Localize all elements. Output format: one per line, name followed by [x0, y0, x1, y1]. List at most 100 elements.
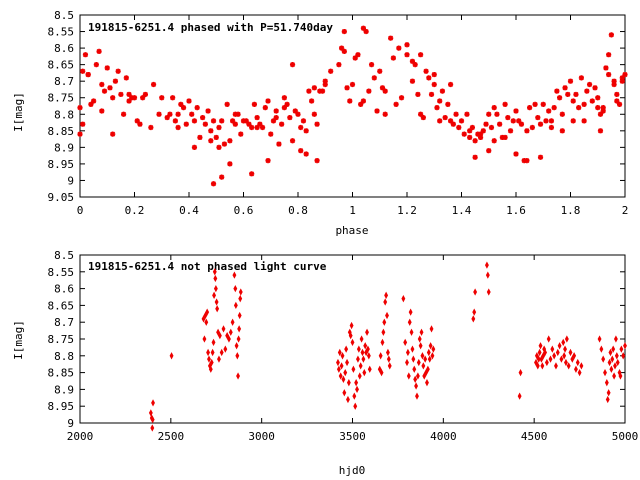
- top-data-point: [126, 91, 132, 98]
- bottom-data-point: [366, 345, 370, 353]
- top-data-point: [622, 71, 628, 78]
- bottom-data-point: [382, 318, 387, 326]
- top-data-point: [518, 121, 525, 127]
- top-data-point: [437, 118, 443, 124]
- bottom-data-point: [614, 352, 619, 360]
- bottom-data-point: [362, 368, 367, 377]
- top-data-point: [339, 45, 345, 51]
- top-data-point: [208, 138, 214, 144]
- bottom-data-point: [471, 315, 476, 323]
- bottom-data-point: [599, 345, 604, 353]
- top-data-point: [469, 124, 475, 131]
- bottom-data-point: [420, 352, 425, 360]
- bottom-data-point: [421, 362, 426, 370]
- top-data-point: [600, 105, 606, 111]
- top-data-point: [221, 141, 228, 147]
- top-data-point: [298, 124, 304, 131]
- top-data-point: [249, 124, 255, 131]
- top-data-point: [360, 25, 366, 31]
- bottom-data-point: [564, 335, 569, 343]
- bottom-data-point: [561, 338, 566, 346]
- bottom-data-point: [554, 362, 558, 370]
- top-data-point: [461, 131, 467, 137]
- bottom-data-point: [352, 392, 357, 400]
- top-data-point: [175, 124, 181, 131]
- top-data-point: [112, 78, 119, 84]
- bottom-data-point: [378, 352, 383, 360]
- top-data-point: [611, 78, 617, 84]
- top-data-point: [80, 121, 86, 127]
- bottom-data-point: [348, 332, 353, 340]
- top-data-point: [230, 118, 236, 124]
- top-data-point: [347, 98, 353, 104]
- top-data-point: [178, 101, 184, 107]
- top-data-point: [134, 118, 140, 124]
- top-data-point: [77, 105, 83, 111]
- bottom-x-tick-label: 5000: [612, 430, 639, 443]
- bottom-data-point: [386, 355, 391, 363]
- bottom-data-point: [340, 352, 345, 360]
- bottom-y-tick-label: 8.7: [54, 316, 74, 329]
- top-data-point: [80, 68, 86, 74]
- bottom-data-point: [418, 342, 423, 350]
- top-y-tick-label: 9: [67, 174, 74, 187]
- top-data-point: [388, 35, 394, 41]
- bottom-data-point: [217, 332, 222, 340]
- top-data-point: [77, 131, 83, 137]
- top-data-point: [265, 98, 271, 104]
- top-data-point: [216, 124, 222, 131]
- top-data-point: [227, 138, 233, 144]
- top-data-point: [448, 118, 454, 124]
- top-data-point: [529, 124, 535, 131]
- bottom-data-point: [605, 395, 610, 404]
- top-data-point: [164, 114, 170, 121]
- bottom-data-point: [541, 352, 546, 360]
- top-data-point: [322, 78, 328, 84]
- bottom-data-point: [423, 355, 428, 363]
- top-data-point: [516, 118, 522, 124]
- top-data-point: [581, 118, 587, 124]
- bottom-data-point: [236, 335, 241, 343]
- top-data-point: [311, 85, 317, 91]
- top-data-point: [551, 105, 557, 111]
- bottom-data-point: [212, 291, 217, 299]
- top-data-point: [314, 121, 320, 127]
- top-y-tick-label: 8.8: [54, 108, 74, 121]
- bottom-data-point: [472, 308, 477, 316]
- bottom-x-tick-label: 4500: [521, 430, 548, 443]
- bottom-data-point: [219, 348, 224, 357]
- top-data-point: [170, 95, 176, 101]
- bottom-data-point: [209, 358, 214, 367]
- bottom-data-point: [207, 355, 211, 363]
- top-data-points: [77, 25, 628, 187]
- top-data-point: [497, 121, 503, 127]
- top-data-point: [328, 68, 334, 74]
- top-data-point: [287, 114, 293, 121]
- bottom-data-point: [575, 358, 580, 367]
- bottom-data-point: [406, 372, 411, 380]
- bottom-data-point: [543, 348, 548, 357]
- top-data-point: [251, 101, 257, 107]
- top-data-point: [99, 81, 105, 88]
- top-data-point: [205, 108, 211, 114]
- bottom-data-point: [430, 352, 435, 360]
- top-data-point: [300, 118, 307, 124]
- top-data-point: [567, 78, 574, 84]
- bottom-data-point: [611, 345, 616, 353]
- bottom-data-point: [360, 348, 365, 357]
- top-data-point: [434, 105, 440, 111]
- bottom-data-point: [486, 288, 491, 296]
- bottom-data-point: [169, 352, 174, 360]
- top-data-point: [513, 151, 519, 157]
- top-data-point: [540, 101, 546, 107]
- bottom-data-point: [210, 348, 215, 357]
- top-data-point: [467, 134, 473, 141]
- top-data-point: [559, 128, 565, 134]
- bottom-data-point: [428, 342, 433, 350]
- bottom-chart-title: 191815-6251.4 not phased light curve: [88, 260, 327, 273]
- bottom-data-point: [559, 355, 564, 363]
- bottom-data-point: [238, 295, 243, 303]
- top-data-point: [532, 101, 538, 107]
- top-data-point: [126, 98, 132, 104]
- top-data-point: [306, 88, 312, 94]
